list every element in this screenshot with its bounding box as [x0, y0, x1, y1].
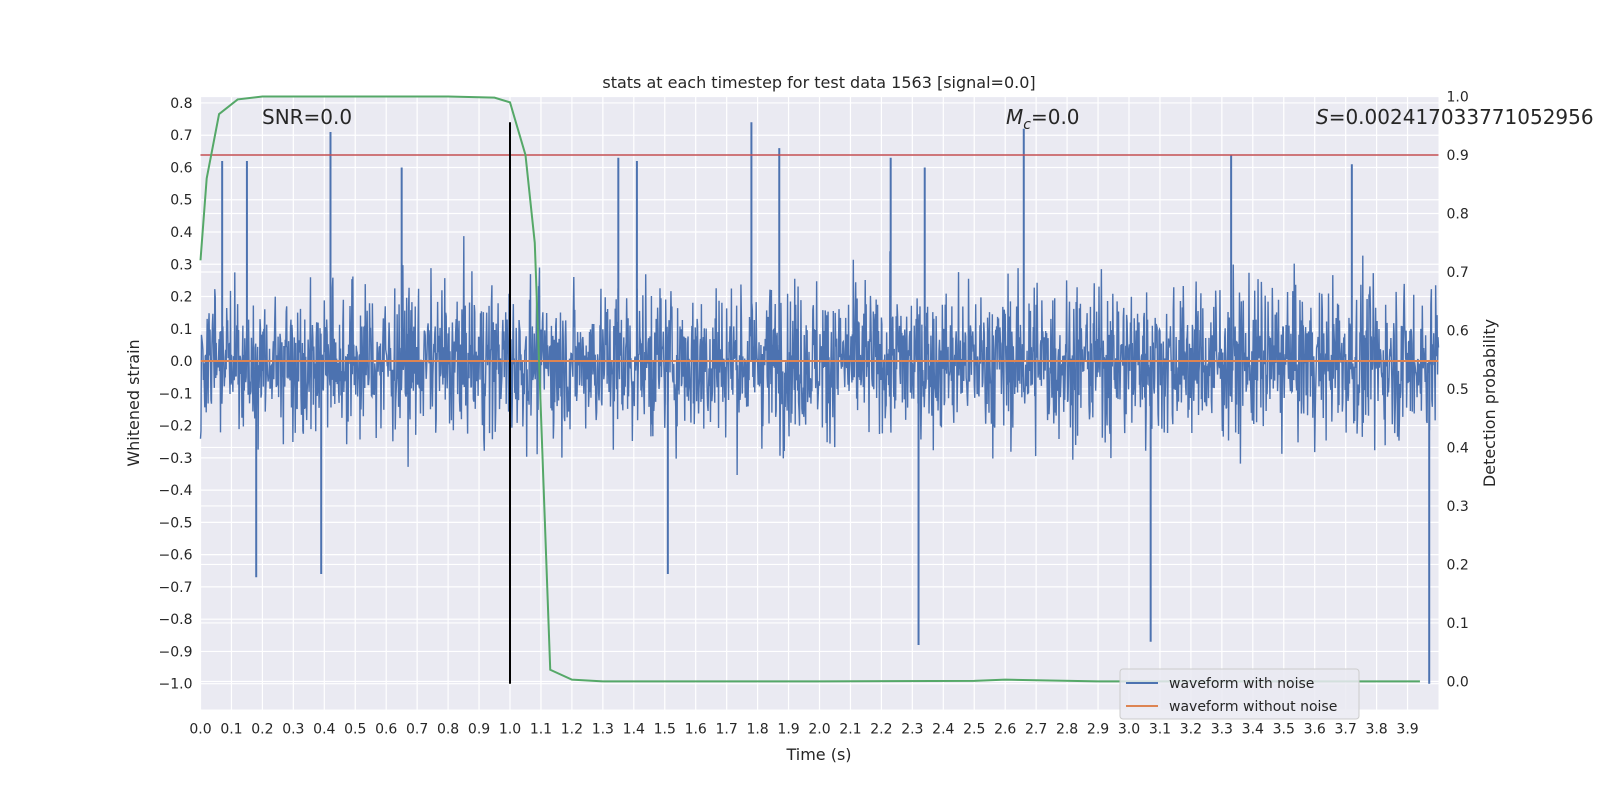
x-tick-label: 3.7: [1335, 722, 1357, 738]
x-tick-label: 2.6: [994, 722, 1016, 738]
y2-tick-labels: 1.0 0.9 0.8 0.7 0.6 0.5 0.4 0.3 0.2 0.1 0.0: [1447, 90, 1469, 691]
y-tick-label: 0.7: [170, 128, 192, 144]
y-tick-label: 0.3: [170, 257, 192, 273]
x-tick-label: 3.0: [1118, 722, 1140, 738]
x-tick-label: 3.8: [1365, 722, 1387, 738]
x-tick-label: 0.2: [251, 722, 273, 738]
annotation-s-symbol: S: [1316, 105, 1329, 129]
y2-tick-label: 0.9: [1447, 148, 1469, 164]
y2-tick-label: 0.4: [1447, 440, 1469, 456]
y-tick-label: 0.0: [170, 354, 192, 370]
x-tick-label: 2.9: [1087, 722, 1109, 738]
x-tick-label: 0.4: [313, 722, 335, 738]
x-tick-label: 1.5: [654, 722, 676, 738]
y2-tick-label: 0.7: [1447, 265, 1469, 281]
x-tick-label: 2.7: [1025, 722, 1047, 738]
y2-tick-label: 0.5: [1447, 382, 1469, 398]
x-tick-label: 0.9: [468, 722, 490, 738]
y-tick-label: −0.4: [159, 483, 193, 499]
legend-label-clean: waveform without noise: [1169, 699, 1337, 715]
y-tick-label: 0.4: [170, 225, 192, 241]
x-tick-label: 3.1: [1149, 722, 1171, 738]
y-tick-label: 0.8: [170, 96, 192, 112]
y2-tick-label: 0.6: [1447, 323, 1469, 339]
y-tick-label: −0.6: [159, 548, 193, 564]
y-axis-label: Whitened strain: [124, 339, 143, 466]
x-tick-label: 2.1: [839, 722, 861, 738]
annotation-s-value: =0.002417033771052956: [1329, 105, 1594, 129]
chart-title: stats at each timestep for test data 156…: [602, 73, 1035, 92]
series-waveform-with-noise: [199, 122, 1440, 684]
noise-trace: [199, 236, 1440, 475]
y2-axis-label: Detection probability: [1480, 319, 1499, 487]
annotation-snr: SNR=0.0: [262, 105, 352, 129]
grid: [199, 95, 1439, 710]
x-tick-label: 0.8: [437, 722, 459, 738]
y-tick-label: −0.9: [159, 644, 193, 660]
series-detection-probability: [199, 95, 1420, 683]
x-tick-label: 3.3: [1211, 722, 1233, 738]
annotation-mc: Mc=0.0: [1006, 105, 1080, 133]
x-tick-label: 2.8: [1056, 722, 1078, 738]
x-tick-label: 2.4: [932, 722, 954, 738]
y2-tick-label: 0.3: [1447, 499, 1469, 515]
y-tick-label: −0.3: [159, 451, 193, 467]
x-tick-label: 0.7: [406, 722, 428, 738]
y2-tick-label: 0.0: [1447, 674, 1469, 690]
y-tick-label: −0.7: [159, 580, 193, 596]
x-tick-labels: 0.0 0.1 0.2 0.3 0.4 0.5 0.6 0.7 0.8 0.9 1.0 1.1 1.2 1…: [189, 722, 1418, 738]
legend-label-noise: waveform with noise: [1169, 676, 1314, 692]
legend-box: [1119, 668, 1360, 720]
y2-tick-label: 1.0: [1447, 90, 1469, 106]
y2-tick-label: 0.1: [1447, 616, 1469, 632]
y-tick-label: −0.8: [159, 612, 193, 628]
x-tick-label: 3.9: [1396, 722, 1418, 738]
y-tick-label: 0.2: [170, 290, 192, 306]
x-axis-label: Time (s): [785, 745, 851, 764]
x-tick-label: 0.6: [375, 722, 397, 738]
x-tick-label: 0.5: [344, 722, 366, 738]
x-tick-label: 1.0: [499, 722, 521, 738]
x-tick-label: 1.7: [716, 722, 738, 738]
annotation-mc-subscript: c: [1023, 117, 1031, 133]
y-tick-label: −1.0: [159, 677, 193, 693]
y-tick-label: −0.1: [159, 386, 193, 402]
x-tick-label: 1.6: [685, 722, 707, 738]
x-tick-label: 0.1: [220, 722, 242, 738]
legend: waveform with noise waveform without noi…: [1119, 668, 1360, 720]
annotation-mc-symbol: M: [1006, 105, 1023, 129]
x-tick-label: 1.9: [777, 722, 799, 738]
x-tick-label: 3.6: [1304, 722, 1326, 738]
y-tick-label: −0.2: [159, 419, 193, 435]
x-tick-label: 1.3: [592, 722, 614, 738]
x-tick-label: 3.2: [1180, 722, 1202, 738]
x-tick-label: 2.0: [808, 722, 830, 738]
y2-tick-label: 0.8: [1447, 206, 1469, 222]
x-tick-label: 1.4: [623, 722, 645, 738]
x-tick-label: 2.5: [963, 722, 985, 738]
y-tick-label: 0.1: [170, 322, 192, 338]
x-tick-label: 1.1: [530, 722, 552, 738]
x-tick-label: 0.0: [189, 722, 211, 738]
annotation-mc-value: =0.0: [1031, 105, 1080, 129]
y-tick-label: −0.5: [159, 515, 193, 531]
y-tick-label: 0.5: [170, 193, 192, 209]
x-tick-label: 1.8: [746, 722, 768, 738]
x-tick-label: 1.2: [561, 722, 583, 738]
x-tick-label: 2.2: [870, 722, 892, 738]
x-tick-label: 2.3: [901, 722, 923, 738]
x-tick-label: 3.5: [1273, 722, 1295, 738]
y-tick-label: 0.6: [170, 160, 192, 176]
x-tick-label: 0.3: [282, 722, 304, 738]
x-tick-label: 3.4: [1242, 722, 1264, 738]
y2-tick-label: 0.2: [1447, 557, 1469, 573]
annotation-s: S=0.002417033771052956: [1316, 105, 1594, 129]
y-tick-labels: 0.8 0.7 0.6 0.5 0.4 0.3 0.2 0.1 0.0 −0.1 −0.2 −0.3 −…: [159, 96, 193, 693]
